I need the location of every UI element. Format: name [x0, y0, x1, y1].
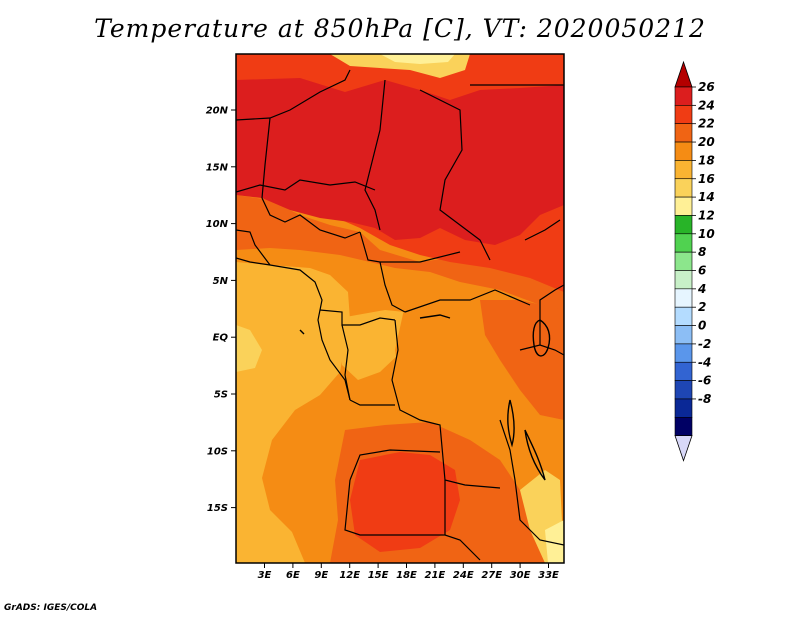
lat-label: 5S — [214, 390, 228, 401]
lat-label: 5N — [213, 276, 229, 287]
lon-label: 33E — [538, 570, 559, 581]
colorbar-box — [674, 86, 693, 106]
colorbar-box — [674, 270, 693, 290]
colorbar-label: 0 — [698, 319, 706, 333]
colorbar-box — [674, 215, 693, 235]
map-frame — [235, 53, 565, 564]
colorbar-box — [674, 416, 693, 436]
colorbar-label: 18 — [698, 153, 715, 167]
field-band-16-coast — [236, 325, 262, 372]
field-band-24-south — [350, 452, 460, 552]
lat-label: EQ — [213, 333, 229, 344]
country-borders — [236, 69, 564, 561]
lon-label: 9E — [314, 570, 328, 581]
longitude-axis: 3E 6E 9E 12E 15E 18E 21E 24E 27E 30E 33E — [258, 563, 559, 581]
lon-label: 24E — [453, 570, 474, 581]
lon-label: 21E — [425, 570, 446, 581]
lat-label: 15S — [207, 503, 228, 514]
colorbar-label: -2 — [698, 337, 711, 351]
colorbar-label: -6 — [698, 374, 711, 388]
colorbar-box — [674, 398, 693, 418]
colorbar-label: 16 — [698, 172, 715, 186]
colorbar-box — [674, 105, 693, 124]
field-band-20-center — [395, 290, 480, 400]
field-patch-14-southeast — [545, 520, 564, 563]
colorbar-label: 6 — [698, 264, 706, 278]
colorbar-box — [674, 325, 693, 345]
colorbar-label: 4 — [697, 282, 706, 296]
colorbar-box — [674, 196, 693, 216]
colorbar-bottom-arrow — [674, 435, 693, 462]
colorbar-box — [674, 380, 693, 400]
field-patch-14-north — [380, 54, 455, 64]
lon-label: 12E — [339, 570, 360, 581]
latitude-axis: 20N 15N 10N 5N EQ 5S 10S 15S — [206, 106, 236, 514]
colorbar-box — [674, 233, 693, 253]
coastline — [236, 257, 351, 401]
field-band-18-center — [340, 310, 410, 380]
colorbar-label: 26 — [698, 80, 715, 94]
colorbar-label: 10 — [698, 227, 715, 241]
lon-label: 18E — [396, 570, 417, 581]
colorbar-box — [674, 361, 693, 381]
map-title: Temperature at 850hPa [C], VT: 202005021… — [94, 14, 706, 43]
colorbar-box — [674, 141, 693, 161]
colorbar-box — [674, 343, 693, 363]
lon-label: 3E — [258, 570, 272, 581]
lon-label: 30E — [510, 570, 531, 581]
colorbar-label: 12 — [698, 208, 715, 222]
lon-label: 27E — [481, 570, 502, 581]
lat-label: 10N — [206, 219, 229, 230]
colorbar-label: 14 — [698, 190, 715, 204]
colorbar-box — [674, 288, 693, 308]
lat-label: 15N — [206, 162, 229, 173]
grads-credit: GrADS: IGES/COLA — [4, 603, 98, 613]
field-band-26-core — [236, 78, 564, 245]
lakes-outline — [299, 314, 551, 481]
colorbar-label: -8 — [698, 392, 711, 406]
colorbar-label: -4 — [698, 355, 711, 369]
colorbar-label: 20 — [698, 135, 715, 149]
colorbar-box — [674, 160, 693, 180]
colorbar-box — [674, 306, 693, 326]
lat-label: 20N — [206, 106, 229, 117]
lon-label: 15E — [368, 570, 389, 581]
colorbar-label: 2 — [698, 300, 706, 314]
colorbar-box — [674, 123, 693, 143]
field-band-18-coast — [236, 292, 290, 395]
colorbar-box — [674, 251, 693, 271]
colorbar-top-arrow — [674, 60, 693, 88]
colorbar-label: 22 — [698, 117, 715, 131]
colorbar-label: 24 — [698, 98, 715, 112]
lat-label: 10S — [207, 446, 228, 457]
lon-label: 6E — [286, 570, 300, 581]
temperature-field — [236, 54, 564, 563]
colorbar-label: 8 — [698, 245, 706, 259]
colorbar-box — [674, 178, 693, 198]
field-band-22-east — [480, 300, 564, 420]
